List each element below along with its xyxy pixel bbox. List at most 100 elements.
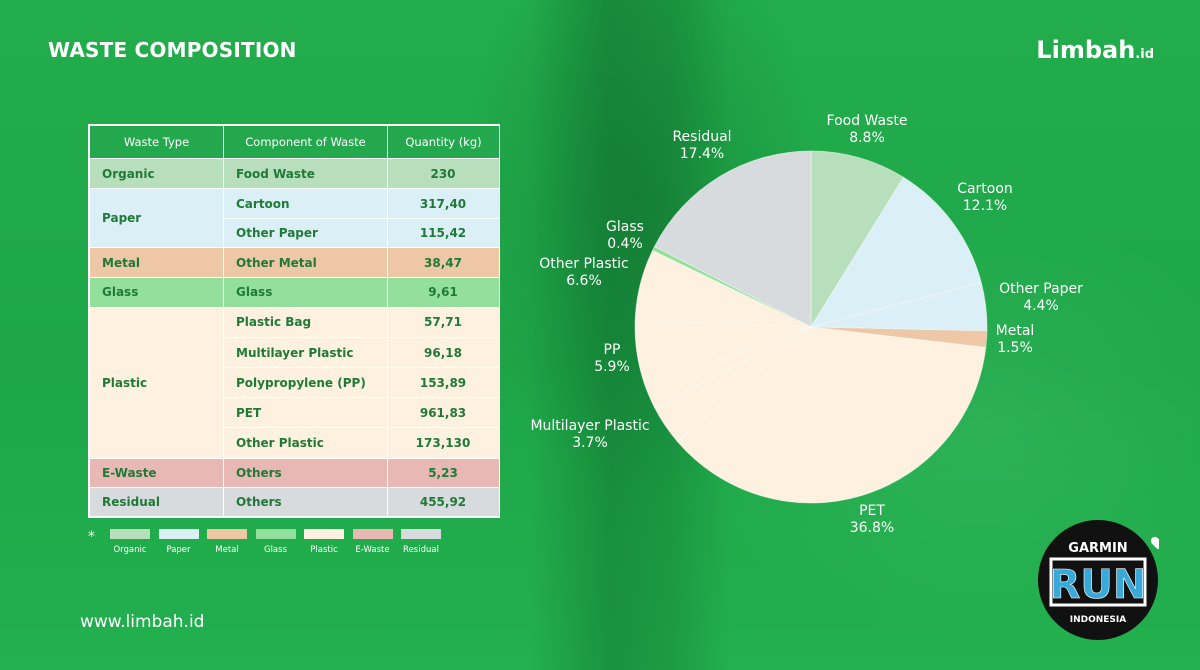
cell-quantity: 961,83 — [387, 397, 500, 429]
legend-label: Glass — [263, 545, 287, 555]
legend-label: Plastic — [310, 545, 338, 555]
pie-slice — [653, 150, 812, 328]
cell-component: Glass — [223, 276, 388, 308]
website-link[interactable]: www.limbah.id — [80, 612, 205, 632]
cell-waste-type: Glass — [89, 276, 224, 308]
legend-label: E-Waste — [355, 545, 390, 555]
pie-label-value: 3.7% — [572, 435, 608, 451]
legend-label: Organic — [113, 545, 147, 555]
pie-label-value: 8.8% — [849, 130, 885, 146]
cell-component: Others — [223, 486, 388, 518]
cell-waste-type: Metal — [89, 247, 224, 278]
cell-waste-type: Residual — [89, 486, 224, 518]
pie-label-name: Multilayer Plastic — [530, 418, 649, 434]
cell-quantity: 96,18 — [387, 336, 500, 369]
pie-label-value: 12.1% — [963, 198, 1007, 214]
pie-label-name: PET — [859, 503, 885, 519]
legend-item: Plastic — [304, 529, 344, 555]
legend-item: Glass — [255, 529, 296, 555]
cell-quantity: 230 — [387, 157, 500, 190]
badge-pill — [1150, 536, 1159, 550]
table-row: Plastic Plastic Bag 57,71 — [89, 306, 500, 459]
pie-label-name: Metal — [996, 323, 1035, 339]
legend-swatch — [401, 529, 441, 539]
pie-label-name: Food Waste — [827, 113, 908, 129]
badge-run-frame — [1049, 557, 1147, 607]
legend-item: Metal — [207, 529, 247, 555]
waste-table-container: Waste Type Component of Waste Quantity (… — [88, 124, 500, 518]
legend-item: Organic — [110, 529, 150, 555]
table-header-row: Waste Type Component of Waste Quantity (… — [89, 125, 500, 159]
garmin-run-badge: GARMIN RUN INDONESIA — [1038, 520, 1159, 640]
cell-waste-type: Paper — [89, 188, 224, 249]
legend-label: Metal — [215, 545, 239, 555]
legend-swatch — [207, 529, 247, 539]
pie-label-name: Other Plastic — [539, 256, 628, 272]
legend-swatch — [352, 529, 393, 539]
legend-swatch — [110, 529, 150, 539]
cell-waste-type: E-Waste — [89, 457, 224, 488]
cell-component: Other Plastic — [223, 427, 388, 459]
table-row: Residual Others 455,92 — [89, 486, 500, 518]
pie-label-value: 17.4% — [680, 146, 724, 162]
pie-slice — [810, 176, 982, 328]
cell-component: Plastic Bag — [223, 306, 388, 338]
pie-label-value: 4.4% — [1023, 298, 1059, 314]
legend-item: E-Waste — [352, 529, 393, 555]
pie-label-value: 6.6% — [566, 273, 602, 289]
cell-quantity: 173,130 — [387, 427, 500, 459]
cell-component: Other Metal — [223, 247, 388, 278]
pie-label-name: Residual — [672, 129, 731, 145]
cell-component: Food Waste — [223, 157, 388, 190]
header-component: Component of Waste — [223, 125, 388, 159]
pie-slice — [810, 150, 905, 329]
brand-suffix: .id — [1135, 47, 1154, 62]
pie-label-value: 5.9% — [594, 359, 630, 375]
cell-quantity: 9,61 — [387, 276, 500, 308]
cell-waste-type: Organic — [89, 157, 224, 190]
table-row: Glass Glass 9,61 — [89, 276, 500, 308]
badge-bottom-text: INDONESIA — [1070, 615, 1127, 625]
cell-quantity: 38,47 — [387, 247, 500, 278]
pie-label-name: Other Paper — [999, 281, 1083, 297]
cell-component: Multilayer Plastic — [223, 336, 388, 369]
table-row: Metal Other Metal 38,47 — [89, 247, 500, 278]
waste-table: Waste Type Component of Waste Quantity (… — [89, 125, 500, 518]
pie-label-name: PP — [604, 342, 621, 358]
table-row: PET 961,83 — [90, 397, 500, 429]
badge-main-text: RUN — [1050, 562, 1147, 608]
pie-label-value: 0.4% — [607, 236, 643, 252]
legend-swatch — [158, 529, 199, 539]
pie-label-name: Glass — [606, 219, 644, 235]
legend-marker: * — [88, 529, 95, 545]
legend-swatch — [255, 529, 296, 539]
cell-waste-type: Plastic — [89, 306, 224, 459]
cell-component: PET — [223, 397, 388, 429]
cell-component: Other Paper — [223, 218, 388, 249]
brand-name: Limbah — [1036, 36, 1136, 64]
table-row: Multilayer Plastic 96,18 — [90, 336, 500, 369]
badge-top-text: GARMIN — [1068, 541, 1127, 556]
table-row: Organic Food Waste 230 — [89, 157, 500, 190]
legend-label: Residual — [403, 545, 439, 555]
pie-label-value: 36.8% — [850, 520, 894, 536]
legend-item: Residual — [401, 529, 441, 555]
table-body: Organic Food Waste 230 Paper Cartoon 317,40 Ot… — [89, 157, 500, 518]
legend-label: Paper — [166, 545, 191, 555]
legend: * Organic Paper Metal Glass Plastic E-Waste Re… — [88, 527, 468, 563]
legend-swatch — [304, 529, 344, 539]
cell-quantity: 317,40 — [387, 188, 500, 220]
badge-circle — [1038, 520, 1158, 640]
table-row: Other Plastic 173,130 — [90, 427, 500, 459]
legend-item: Paper — [158, 529, 199, 555]
pie-label-value: 1.5% — [997, 340, 1033, 356]
page-title: WASTE COMPOSITION — [48, 38, 297, 62]
table-row: Other Paper 115,42 — [90, 218, 500, 249]
cell-quantity: 455,92 — [387, 486, 500, 518]
header-waste-type: Waste Type — [89, 125, 224, 159]
brand-logo[interactable]: Limbah.id — [1036, 36, 1154, 64]
pie-slice — [676, 326, 987, 504]
header-quantity: Quantity (kg) — [387, 125, 500, 159]
table-row: Paper Cartoon 317,40 — [89, 188, 500, 249]
